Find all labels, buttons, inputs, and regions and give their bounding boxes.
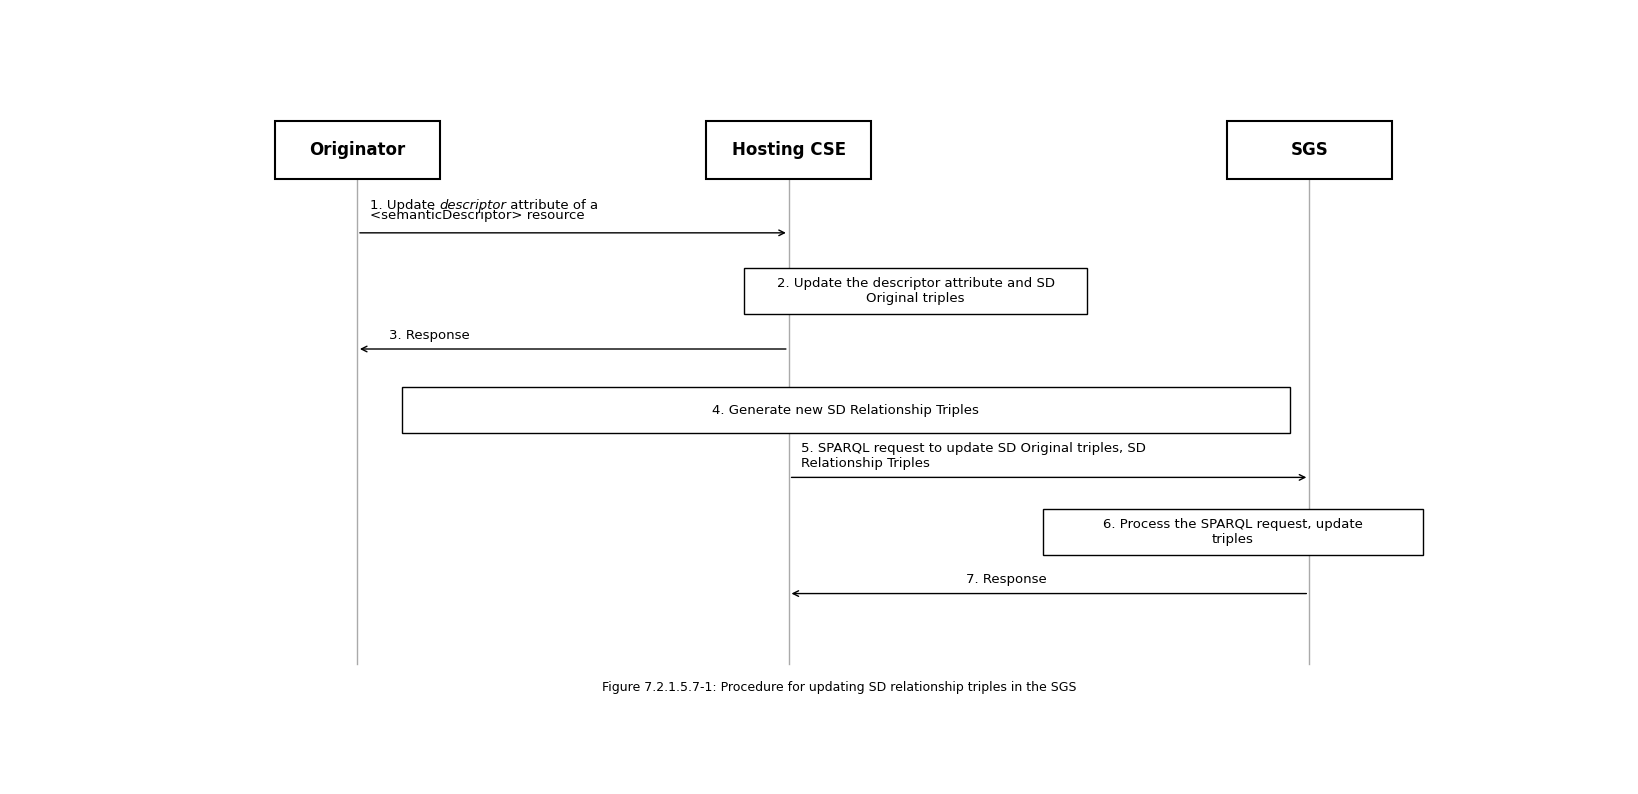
Text: 3. Response: 3. Response	[388, 329, 470, 341]
Text: 1. Update: 1. Update	[370, 199, 439, 212]
Text: SGS: SGS	[1291, 141, 1328, 160]
Text: 6. Process the SPARQL request, update
triples: 6. Process the SPARQL request, update tr…	[1102, 518, 1363, 546]
Bar	[1227, 121, 1392, 179]
Text: <semanticDescriptor> resource: <semanticDescriptor> resource	[370, 210, 585, 222]
Bar	[275, 121, 439, 179]
Bar	[1042, 510, 1423, 555]
Text: 2. Update the descriptor attribute and SD
Original triples: 2. Update the descriptor attribute and S…	[776, 277, 1055, 305]
Bar	[401, 387, 1291, 433]
Text: descriptor: descriptor	[439, 199, 506, 212]
Text: Originator: Originator	[310, 141, 405, 160]
Text: attribute of a: attribute of a	[506, 199, 598, 212]
Text: 4. Generate new SD Relationship Triples: 4. Generate new SD Relationship Triples	[713, 403, 980, 417]
Text: Figure 7.2.1.5.7-1: Procedure for updating SD relationship triples in the SGS: Figure 7.2.1.5.7-1: Procedure for updati…	[603, 681, 1076, 695]
Bar	[744, 268, 1088, 314]
Bar	[706, 121, 871, 179]
Text: 5. SPARQL request to update SD Original triples, SD
Relationship Triples: 5. SPARQL request to update SD Original …	[801, 442, 1147, 470]
Text: Hosting CSE: Hosting CSE	[732, 141, 845, 160]
Text: 7. Response: 7. Response	[966, 573, 1047, 586]
